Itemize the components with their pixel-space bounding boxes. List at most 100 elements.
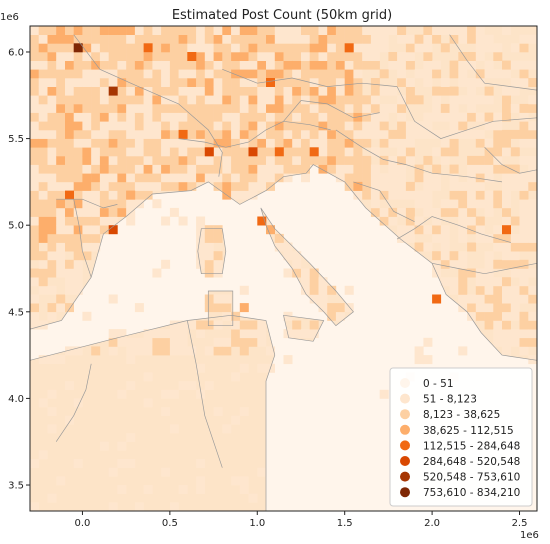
grid-cell [309, 285, 319, 295]
grid-cell [257, 129, 267, 139]
grid-cell [335, 138, 345, 148]
grid-cell [248, 95, 258, 105]
grid-cell [117, 112, 127, 122]
grid-cell [117, 52, 127, 61]
grid-cell [187, 181, 197, 191]
grid-cell [178, 346, 188, 356]
grid-cell [309, 320, 319, 330]
grid-cell [502, 329, 511, 339]
grid-cell [309, 112, 319, 122]
grid-cell [30, 181, 39, 191]
grid-cell [117, 147, 127, 157]
grid-cell [47, 95, 57, 105]
grid-cell [187, 78, 197, 87]
grid-cell [528, 129, 537, 139]
grid-cell [335, 43, 345, 53]
grid-cell [335, 112, 345, 122]
grid-cell [196, 459, 206, 468]
grid-cell [405, 121, 415, 131]
grid-cell [82, 251, 92, 261]
grid-cell [169, 43, 179, 53]
grid-cell [169, 155, 179, 165]
grid-cell [108, 52, 118, 61]
grid-cell [405, 52, 415, 61]
grid-cell [327, 129, 337, 139]
grid-cell [502, 181, 511, 191]
grid-cell [56, 199, 66, 209]
country-border-9 [432, 262, 537, 275]
grid-cell [458, 277, 468, 287]
grid-cell [126, 95, 136, 105]
grid-cell [414, 34, 424, 44]
grid-cell [196, 173, 206, 183]
grid-cell [204, 60, 214, 70]
grid-cell [362, 103, 372, 113]
grid-cell [519, 346, 529, 356]
y-tick-label: 4.5 [8, 307, 24, 318]
grid-cell [318, 60, 328, 70]
grid-cell [327, 164, 337, 174]
grid-cell [82, 233, 92, 243]
grid-cell [30, 207, 39, 217]
grid-cell [126, 34, 136, 44]
x-offset-label: 1e6 [520, 530, 539, 541]
grid-cell [519, 69, 529, 79]
grid-cell [318, 129, 328, 139]
grid-cell [370, 78, 380, 87]
grid-cell [143, 190, 153, 200]
grid-cell [47, 216, 57, 226]
grid-cell [161, 337, 171, 347]
grid-cell [458, 190, 468, 200]
grid-cell [388, 52, 398, 61]
grid-cell [484, 173, 494, 183]
grid-cell [108, 138, 118, 148]
grid-cell [449, 251, 459, 261]
grid-cell [152, 69, 162, 79]
grid-cell [257, 329, 267, 339]
grid-cell [414, 121, 424, 131]
grid-cell [397, 34, 407, 44]
grid-cell [187, 346, 197, 356]
grid-cell [449, 103, 459, 113]
grid-cell [493, 190, 503, 200]
grid-cell [379, 86, 389, 96]
grid-cell [283, 268, 293, 278]
grid-cell [274, 164, 284, 174]
grid-cell [213, 129, 223, 139]
grid-cell [475, 216, 485, 226]
grid-cell [196, 121, 206, 131]
grid-cell [99, 225, 109, 235]
grid-cell [161, 60, 171, 70]
grid-cell [169, 112, 179, 122]
grid-cell [362, 95, 372, 105]
grid-cell [475, 52, 485, 61]
grid-cell [99, 26, 109, 27]
grid-cell [65, 43, 74, 53]
grid-cell [292, 268, 302, 278]
grid-cell [99, 78, 109, 87]
grid-cell [231, 34, 241, 44]
legend-label: 112,515 - 284,648 [423, 440, 520, 452]
grid-cell [335, 129, 345, 139]
y-tick-label: 4.0 [8, 394, 24, 405]
grid-cell [30, 225, 39, 235]
grid-cell [309, 43, 319, 53]
grid-cell [108, 173, 118, 183]
grid-cell [510, 43, 520, 53]
grid-cell [161, 407, 171, 417]
grid-cell [414, 69, 424, 79]
grid-cell [458, 34, 468, 44]
grid-cell [519, 173, 529, 183]
grid-cell [73, 86, 83, 96]
grid-cell [248, 52, 258, 61]
grid-cell [528, 78, 537, 87]
grid-cell [82, 121, 92, 131]
grid-cell [117, 78, 127, 87]
grid-cell [178, 78, 188, 87]
grid-cell [510, 164, 520, 174]
grid-cell [370, 121, 380, 131]
grid-cell [231, 320, 241, 330]
grid-cell [388, 155, 398, 165]
grid-cell [502, 242, 511, 252]
grid-cell [362, 34, 372, 44]
